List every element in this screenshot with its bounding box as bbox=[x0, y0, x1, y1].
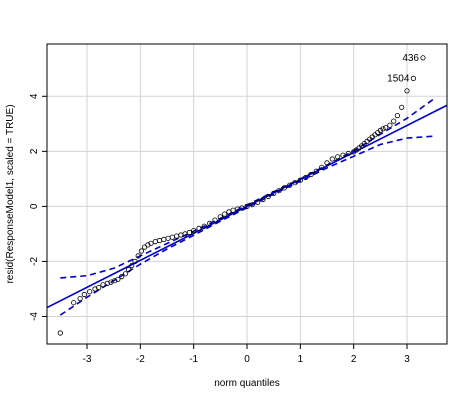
data-point bbox=[230, 207, 236, 213]
x-tick-label: 1 bbox=[298, 354, 304, 365]
data-point bbox=[152, 239, 158, 245]
data-point bbox=[399, 104, 405, 110]
x-tick-label: 0 bbox=[244, 354, 250, 365]
data-point bbox=[207, 220, 213, 226]
x-tick-label: -1 bbox=[189, 354, 198, 365]
y-tick-label: 2 bbox=[29, 148, 40, 154]
data-point bbox=[383, 125, 389, 131]
data-point bbox=[281, 185, 287, 191]
data-point bbox=[138, 248, 144, 254]
data-point bbox=[119, 273, 125, 280]
data-point bbox=[292, 180, 298, 186]
data-point bbox=[420, 55, 426, 61]
reference-line bbox=[46, 104, 448, 309]
data-point bbox=[129, 262, 135, 269]
data-point bbox=[226, 209, 232, 215]
data-point bbox=[186, 229, 192, 236]
data-point bbox=[276, 188, 282, 194]
data-point bbox=[324, 160, 330, 166]
data-point bbox=[135, 253, 141, 259]
data-point bbox=[87, 289, 93, 295]
data-point bbox=[126, 267, 132, 273]
data-point bbox=[196, 225, 202, 231]
data-point bbox=[340, 152, 346, 158]
data-point bbox=[191, 228, 197, 234]
data-point bbox=[303, 174, 309, 181]
y-tick-label: -2 bbox=[29, 257, 40, 266]
envelope-lower bbox=[59, 135, 434, 316]
data-point bbox=[201, 223, 207, 229]
data-point bbox=[96, 284, 102, 291]
data-point bbox=[387, 122, 393, 128]
data-point bbox=[174, 233, 180, 239]
data-point bbox=[410, 75, 416, 82]
y-axis: -4 -2 0 2 4 bbox=[29, 93, 47, 321]
points-layer bbox=[57, 55, 426, 336]
data-point bbox=[260, 196, 266, 203]
data-point bbox=[271, 190, 277, 196]
grid-layer bbox=[47, 44, 447, 344]
data-point bbox=[319, 164, 325, 170]
data-point bbox=[244, 203, 250, 209]
data-point bbox=[57, 330, 63, 336]
point-label: 436 bbox=[402, 53, 419, 64]
data-point bbox=[380, 126, 386, 132]
data-point bbox=[142, 244, 148, 250]
data-point bbox=[100, 282, 106, 288]
data-point bbox=[313, 168, 319, 174]
data-point bbox=[165, 235, 171, 241]
data-point bbox=[404, 88, 410, 94]
data-point bbox=[329, 156, 335, 162]
envelope-upper bbox=[60, 98, 435, 279]
data-point bbox=[148, 240, 154, 246]
x-axis-title: norm quantiles bbox=[214, 378, 280, 389]
data-point bbox=[156, 237, 163, 244]
confidence-envelope bbox=[59, 98, 435, 316]
data-point bbox=[212, 217, 218, 223]
x-tick-label: -2 bbox=[136, 354, 145, 365]
x-tick-label: 3 bbox=[404, 354, 410, 365]
data-point bbox=[217, 214, 223, 220]
data-point bbox=[132, 258, 138, 264]
data-point bbox=[308, 171, 314, 178]
data-point bbox=[178, 232, 184, 238]
data-point bbox=[77, 295, 83, 302]
y-axis-title: resid(ResponseModel1, scaled = TRUE) bbox=[5, 104, 16, 283]
data-point bbox=[335, 154, 341, 160]
point-label: 1504 bbox=[387, 73, 410, 84]
data-point bbox=[297, 177, 303, 183]
data-point bbox=[169, 234, 175, 240]
data-point bbox=[377, 127, 383, 133]
data-point bbox=[71, 300, 77, 306]
y-tick-label: 4 bbox=[29, 93, 40, 99]
data-point bbox=[239, 205, 245, 211]
data-point bbox=[249, 202, 255, 208]
y-tick-label: 0 bbox=[29, 203, 40, 209]
data-point bbox=[265, 193, 271, 200]
data-point bbox=[394, 113, 400, 119]
y-tick-label: -4 bbox=[29, 312, 40, 321]
data-point bbox=[287, 182, 293, 188]
data-point bbox=[122, 271, 129, 277]
data-point bbox=[112, 278, 118, 284]
data-point bbox=[161, 236, 167, 242]
data-point bbox=[255, 199, 261, 205]
data-point bbox=[391, 118, 397, 124]
data-point bbox=[81, 291, 87, 298]
data-point bbox=[115, 276, 121, 282]
x-tick-label: 2 bbox=[351, 354, 357, 365]
x-tick-label: -3 bbox=[83, 354, 92, 365]
reference-line-layer bbox=[46, 104, 448, 309]
point-annotations: 436 1504 bbox=[387, 53, 419, 85]
data-point bbox=[222, 211, 228, 217]
x-axis: -3 -2 -1 0 1 2 3 bbox=[83, 344, 410, 365]
data-point bbox=[345, 150, 351, 157]
